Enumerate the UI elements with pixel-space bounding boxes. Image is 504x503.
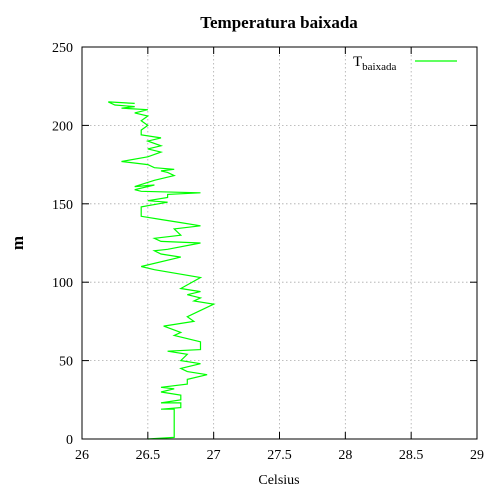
grid-lines [82, 47, 477, 439]
legend-label: Tbaixada [353, 54, 396, 73]
plot-frame [81, 46, 478, 440]
legend: Tbaixada [353, 54, 457, 73]
series-layer [108, 101, 216, 440]
y-axis-label: m [8, 236, 27, 250]
y-tick-label: 250 [52, 41, 73, 56]
y-tick-label: 100 [52, 276, 73, 291]
y-tick-label: 200 [52, 119, 73, 134]
y-tick-labels: 0 50 100 150 200 250 [52, 41, 73, 448]
x-tick-label: 27.5 [267, 448, 292, 463]
y-tick-label: 0 [66, 433, 73, 448]
y-tick-label: 150 [52, 198, 73, 213]
series-line [108, 101, 216, 440]
legend-series-name: T [353, 54, 362, 70]
x-tick-labels: 26 26.5 27 27.5 28 28.5 29 [75, 448, 484, 463]
chart-title: Temperatura baixada [200, 13, 358, 32]
x-tick-label: 27 [207, 448, 221, 463]
x-tick-label: 28.5 [399, 448, 424, 463]
x-tick-label: 26.5 [136, 448, 161, 463]
x-tick-label: 26 [75, 448, 89, 463]
x-tick-label: 28 [338, 448, 352, 463]
y-tick-label: 50 [59, 355, 73, 370]
x-axis-label: Celsius [258, 473, 299, 488]
x-tick-label: 29 [470, 448, 484, 463]
legend-series-subscript: baixada [362, 61, 396, 73]
